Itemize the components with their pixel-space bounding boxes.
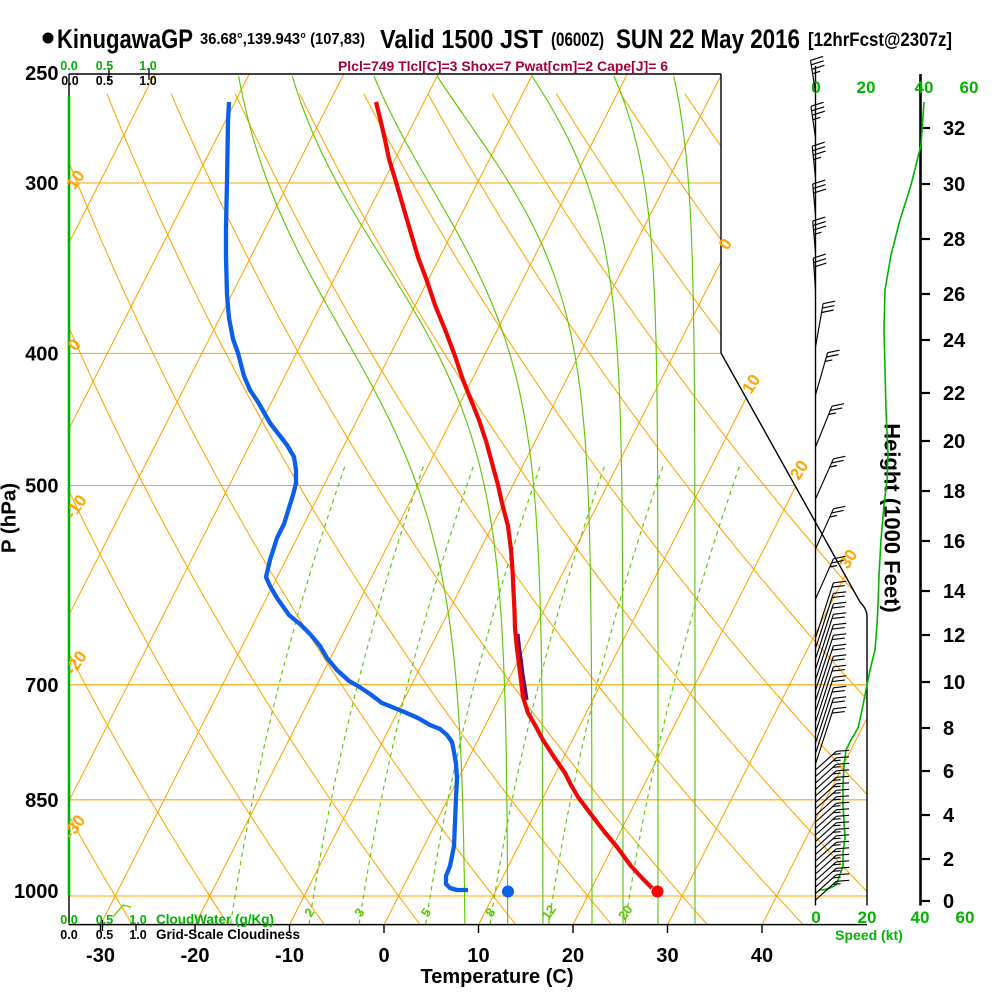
svg-text:250: 250 — [25, 63, 58, 85]
svg-text:-20: -20 — [181, 945, 210, 967]
svg-text:12: 12 — [539, 902, 560, 922]
svg-text:(0600Z): (0600Z) — [551, 30, 604, 51]
svg-text:8: 8 — [482, 905, 498, 920]
svg-text:20: 20 — [615, 902, 636, 922]
svg-text:16: 16 — [943, 531, 965, 553]
svg-text:400: 400 — [25, 343, 58, 365]
svg-text:24: 24 — [943, 330, 966, 352]
svg-text:26: 26 — [943, 284, 965, 306]
svg-text:0: 0 — [811, 78, 820, 97]
svg-text:40: 40 — [751, 945, 773, 967]
svg-text:3: 3 — [351, 905, 367, 920]
svg-text:10: 10 — [738, 371, 764, 397]
svg-text:20: 20 — [786, 457, 812, 483]
svg-text:KinugawaGP: KinugawaGP — [57, 24, 193, 54]
svg-text:0: 0 — [715, 235, 736, 253]
svg-text:Grid-Scale Cloudiness: Grid-Scale Cloudiness — [156, 927, 300, 942]
svg-text:1.0: 1.0 — [129, 928, 146, 942]
svg-text:0.5: 0.5 — [96, 928, 113, 942]
svg-text:300: 300 — [25, 173, 58, 195]
svg-text:1.0: 1.0 — [129, 913, 146, 927]
svg-text:850: 850 — [25, 790, 58, 812]
svg-text:0.5: 0.5 — [96, 74, 113, 88]
svg-text:18: 18 — [943, 481, 965, 503]
svg-text:1.0: 1.0 — [139, 59, 156, 73]
svg-text:0: 0 — [64, 336, 85, 355]
svg-text:0.5: 0.5 — [96, 59, 113, 73]
svg-text:-10: -10 — [61, 491, 91, 522]
svg-text:Speed (kt): Speed (kt) — [835, 927, 903, 943]
svg-text:-30: -30 — [60, 811, 90, 842]
svg-text:0: 0 — [811, 908, 820, 927]
svg-text:-10: -10 — [275, 945, 304, 967]
svg-text:30: 30 — [835, 546, 861, 572]
svg-text:32: 32 — [943, 118, 965, 140]
svg-text:8: 8 — [943, 718, 954, 740]
svg-text:P (hPa): P (hPa) — [0, 483, 21, 553]
svg-text:10: 10 — [467, 945, 489, 967]
svg-text:20: 20 — [858, 908, 877, 927]
svg-text:22: 22 — [943, 383, 965, 405]
svg-text:CloudWater (g/Kg): CloudWater (g/Kg) — [156, 912, 274, 927]
svg-text:[12hrFcst@2307z]: [12hrFcst@2307z] — [808, 30, 952, 51]
svg-text:12: 12 — [943, 625, 965, 647]
svg-text:SUN 22 May 2016: SUN 22 May 2016 — [616, 24, 800, 54]
svg-text:0.0: 0.0 — [61, 74, 78, 88]
svg-text:500: 500 — [25, 476, 58, 498]
svg-text:0.5: 0.5 — [96, 913, 113, 927]
svg-text:14: 14 — [943, 581, 966, 603]
svg-text:40: 40 — [915, 78, 934, 97]
svg-text:28: 28 — [943, 229, 965, 251]
svg-text:1.0: 1.0 — [139, 74, 156, 88]
svg-text:5: 5 — [418, 905, 434, 920]
svg-text:0: 0 — [378, 945, 389, 967]
svg-text:10: 10 — [943, 672, 965, 694]
svg-text:Temperature (C): Temperature (C) — [421, 966, 574, 988]
svg-text:-20: -20 — [61, 647, 91, 678]
svg-text:1000: 1000 — [14, 881, 59, 903]
svg-text:Valid 1500 JST: Valid 1500 JST — [380, 24, 543, 54]
svg-text:20: 20 — [943, 431, 965, 453]
svg-text:Plcl=749 Tlcl[C]=3 Shox=7 Pwat: Plcl=749 Tlcl[C]=3 Shox=7 Pwat[cm]=2 Cap… — [338, 58, 668, 74]
svg-text:36.68°,139.943° (107,83): 36.68°,139.943° (107,83) — [200, 31, 365, 48]
svg-text:0.0: 0.0 — [60, 59, 77, 73]
svg-text:4: 4 — [943, 805, 955, 827]
svg-text:30: 30 — [656, 945, 678, 967]
svg-text:700: 700 — [25, 675, 58, 697]
svg-text:0.0: 0.0 — [60, 913, 77, 927]
svg-text:40: 40 — [911, 908, 930, 927]
svg-text:20: 20 — [857, 78, 876, 97]
svg-text:-30: -30 — [86, 945, 115, 967]
svg-text:6: 6 — [943, 761, 954, 783]
svg-text:60: 60 — [960, 78, 979, 97]
svg-text:0.0: 0.0 — [60, 928, 77, 942]
svg-text:0: 0 — [943, 891, 954, 913]
svg-text:30: 30 — [943, 174, 965, 196]
svg-text:2: 2 — [943, 849, 954, 871]
svg-text:2: 2 — [301, 905, 317, 920]
svg-text:20: 20 — [562, 945, 584, 967]
svg-text:60: 60 — [956, 908, 975, 927]
svg-text:10: 10 — [62, 167, 88, 193]
